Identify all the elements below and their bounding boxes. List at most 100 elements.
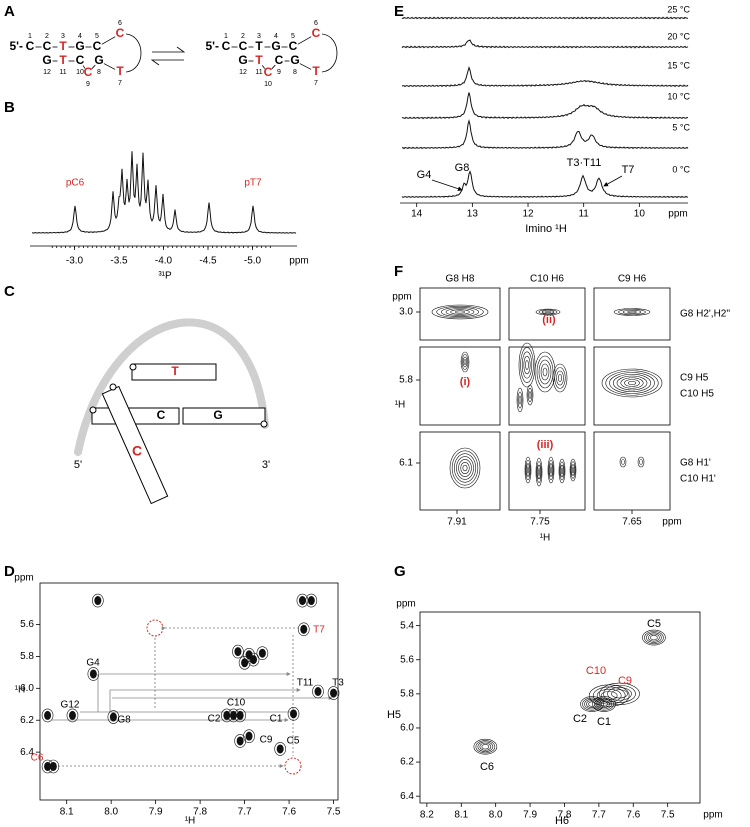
contour [624,379,640,387]
x-tick-label: 7.65 [622,517,642,528]
x-unit: ppm [668,209,687,220]
contour [557,374,563,382]
cross-peak [249,655,257,665]
spectrum [401,66,689,88]
plot-frame [593,431,671,511]
cross-peak [314,687,322,696]
peak-label: pT7 [244,178,262,189]
y-tick-label: 3.0 [399,307,413,318]
contour [560,467,564,475]
x-label: ¹H [540,533,551,544]
y-tick-label: 5.8 [400,688,414,699]
x-tick-label: 7.6 [282,807,296,818]
plot-frame [508,346,586,426]
cross-peak-contour [234,708,246,723]
contour [538,359,552,385]
peak-label: C5 [647,618,661,630]
contour [536,461,542,483]
y-tick-label: 5.4 [400,620,414,631]
cross-peak-contour [305,593,318,608]
x-tick-label: 13 [467,209,479,220]
x-tick-label: -3.5 [110,256,128,267]
cross-peak-contour [327,686,340,700]
peak-label: G12 [61,700,80,711]
y-tick-label: 6.2 [20,715,34,726]
y-tick-label: 6.0 [20,683,34,694]
y-tick-label: 6.0 [400,723,414,734]
x-label: H6 [555,815,569,827]
y-unit: ppm [396,599,415,610]
cross-peak [330,688,338,698]
cross-peak [298,596,306,606]
y-tick-label: 5.8 [399,375,413,386]
cross-peak-contour [473,738,498,755]
contour [616,375,648,391]
contour [518,342,536,388]
contour [521,351,533,379]
residue-number: 3 [257,33,261,40]
y-label: H5 [387,709,401,721]
cross-peak-contour [582,697,602,711]
residue-number: 10 [76,69,84,76]
cross-peak-contour [238,655,251,670]
residue-number: 11 [59,69,66,76]
cross-peak-contour [479,742,492,751]
contour [536,355,554,389]
peak-label: C9 [618,675,632,687]
cross-peak [49,761,57,771]
cross-peak-contour [243,648,255,662]
x-tick-label: 8.1 [60,807,74,818]
residue-number: 4 [274,33,278,40]
contour [455,310,465,314]
x-tick-label: 11 [578,209,589,220]
y-tick-label: 5.6 [400,654,414,665]
plot-frame [419,611,701,804]
contour [627,380,637,386]
cross-peak-contour [611,689,628,699]
temperature-label: 10 °C [667,91,690,101]
strand-label: G [213,408,222,422]
panel-label: E [394,3,404,20]
x-tick-label: 7.7 [238,807,252,818]
peak-label: T3·T11 [567,157,602,169]
residue-number: 8 [293,69,297,76]
spectrum [401,119,689,150]
peak-label: T7 [313,625,325,636]
residue-number: 1 [28,33,32,40]
noesy-walk-guides [52,619,333,775]
column-header: C9 H6 [618,274,647,285]
residue: C [264,65,273,79]
contour [451,450,479,486]
residue-number: 8 [97,69,101,76]
strand-label: C [157,408,166,422]
bond [103,63,116,70]
temperature-label: 25 °C [667,4,690,14]
contour [460,461,470,475]
residue-number: 7 [314,80,318,87]
cross-peak-contour [599,682,640,705]
plot-frame [593,287,671,341]
contour [534,351,556,393]
x-unit: ppm [662,517,681,528]
plot-frame [419,346,501,426]
cross-peak-contour [475,740,496,754]
cross-peak-contour [256,646,269,661]
residue: G [42,53,51,67]
bond [299,63,312,70]
x-tick-label: 14 [411,209,423,220]
residue-number: 6 [314,20,318,27]
bond [91,64,96,70]
x-tick-label: -4.5 [199,256,217,267]
x-tick-label: 8.2 [420,810,434,821]
residue: G [75,39,84,53]
x-tick-label: 8.0 [489,810,503,821]
x-tick-label: 7.8 [558,810,572,821]
contour [527,388,533,402]
residue: G [290,53,299,67]
peak-label: C1 [597,716,611,728]
cross-peak-contour [297,622,310,637]
row-label: G8 H1' [680,458,711,469]
x-label: ¹H [185,816,196,827]
y-tick-label: 6.4 [400,791,414,802]
